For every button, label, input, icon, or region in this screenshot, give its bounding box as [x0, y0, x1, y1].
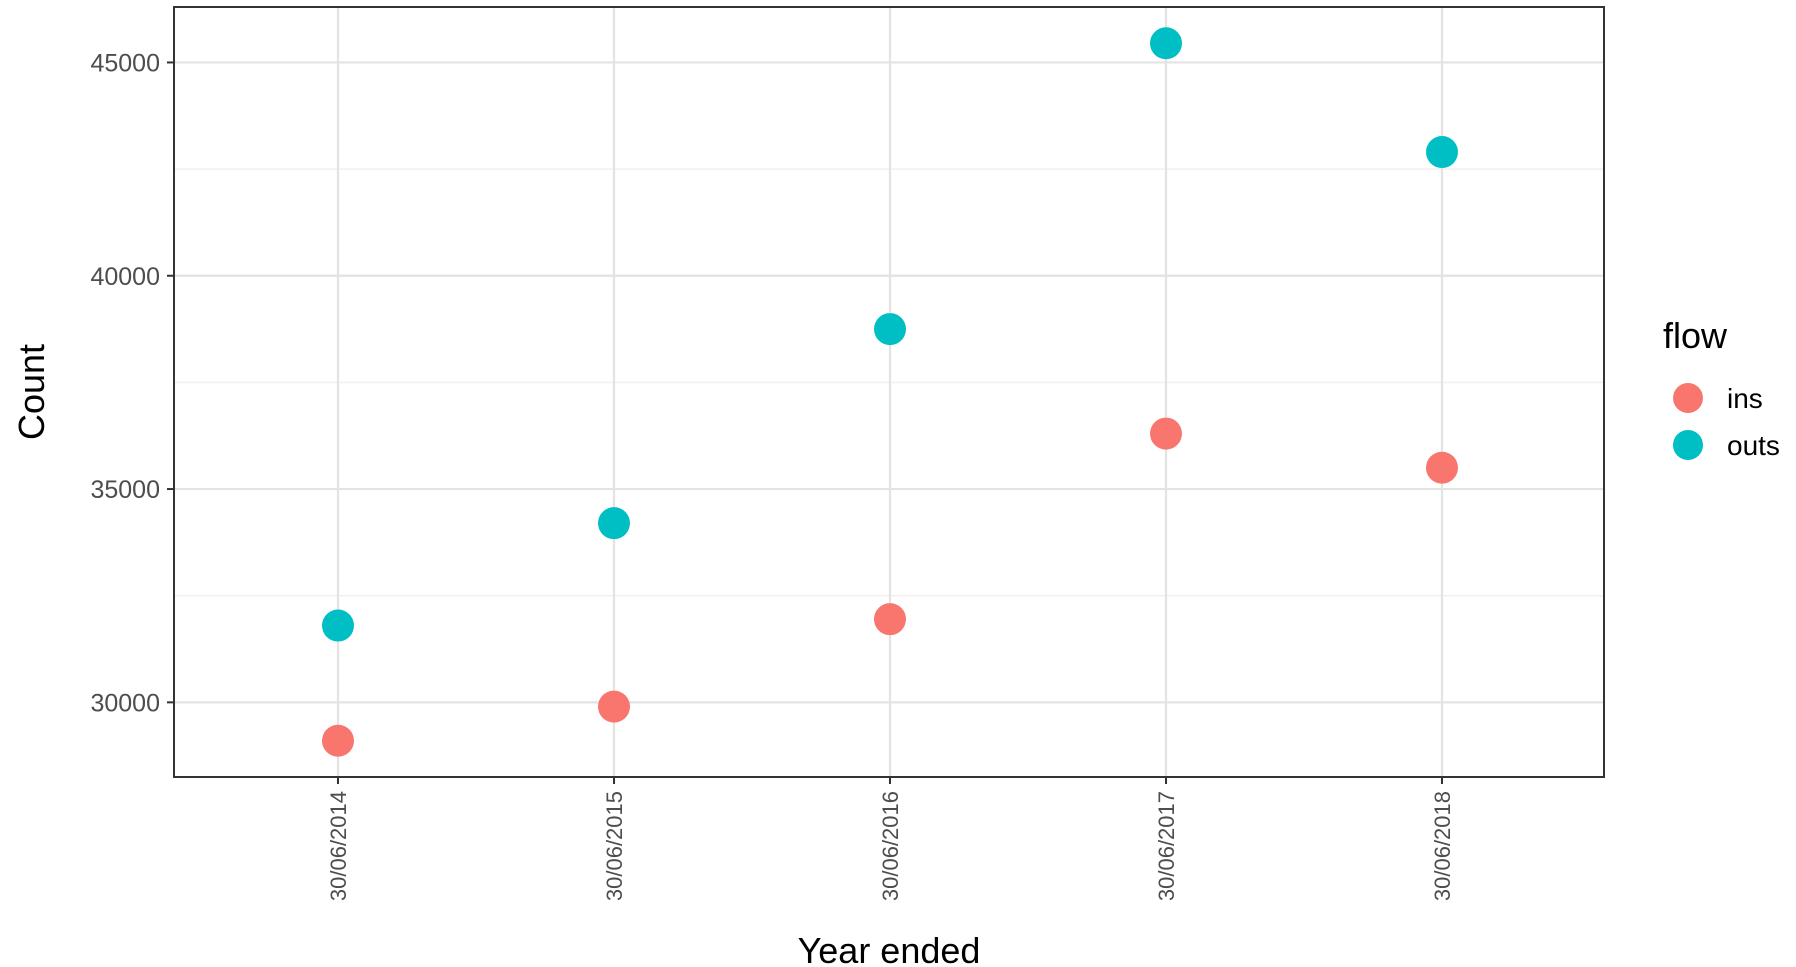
y-axis: 30000 35000 40000 45000: [90, 49, 174, 717]
grid-lines: [174, 7, 1604, 777]
legend-label-ins: ins: [1727, 383, 1763, 414]
point-ins-1: [598, 690, 630, 723]
point-outs-1: [598, 507, 630, 540]
x-tick-label: 30/06/2017: [1154, 791, 1179, 901]
data-points: [322, 27, 1458, 757]
point-outs-0: [322, 609, 354, 642]
legend-swatch-outs: [1673, 430, 1703, 460]
point-ins-4: [1426, 451, 1458, 484]
point-ins-0: [322, 724, 354, 757]
x-axis: 30/06/2014 30/06/2015 30/06/2016 30/06/2017…: [326, 777, 1455, 901]
x-tick-label: 30/06/2014: [326, 791, 351, 901]
legend-swatch-ins: [1673, 383, 1703, 413]
x-tick-label: 30/06/2016: [878, 791, 903, 901]
y-tick-label: 35000: [90, 476, 160, 504]
point-outs-2: [874, 313, 906, 346]
x-tick-label: 30/06/2015: [602, 791, 627, 901]
point-ins-3: [1150, 417, 1182, 450]
legend: flow ins outs: [1663, 315, 1780, 461]
y-tick-label: 45000: [90, 49, 160, 77]
legend-title: flow: [1663, 315, 1728, 356]
point-outs-4: [1426, 136, 1458, 169]
y-tick-label: 30000: [90, 689, 160, 717]
point-outs-3: [1150, 27, 1182, 60]
y-tick-label: 40000: [90, 263, 160, 291]
x-tick-label: 30/06/2018: [1430, 791, 1455, 901]
y-axis-title: Count: [11, 344, 52, 440]
x-axis-title: Year ended: [798, 930, 981, 967]
point-ins-2: [874, 603, 906, 636]
legend-label-outs: outs: [1727, 430, 1780, 461]
